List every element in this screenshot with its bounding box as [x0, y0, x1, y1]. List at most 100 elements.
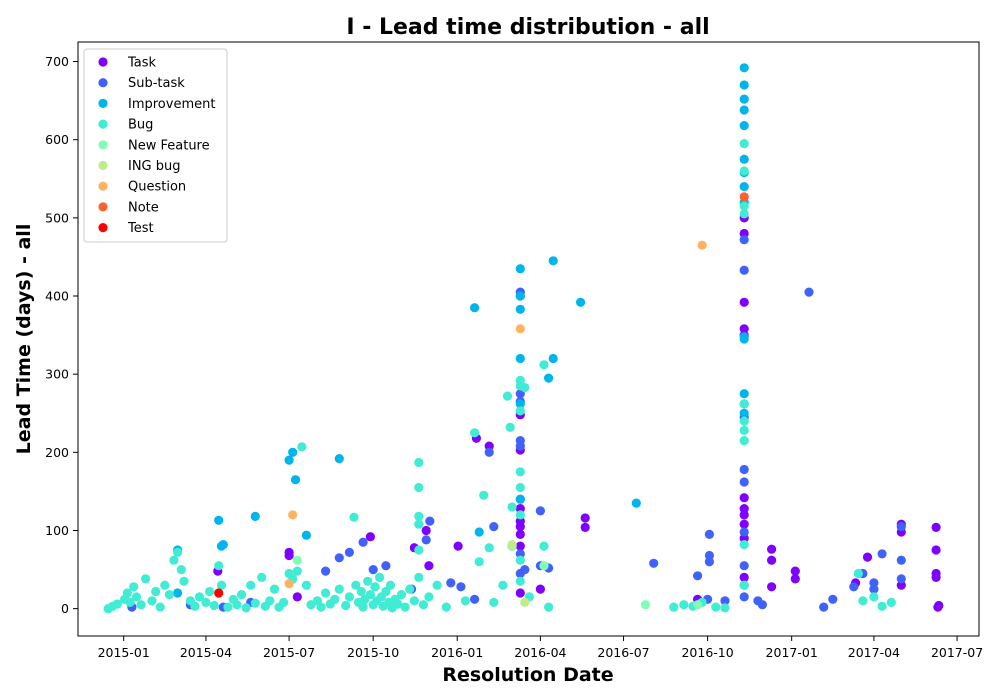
legend-marker-improvement	[98, 98, 108, 108]
point-sub-task-36	[704, 550, 715, 561]
point-bug-73	[393, 599, 403, 609]
point-sub-task-39	[739, 235, 749, 245]
legend-frame	[83, 48, 228, 243]
point-bug-125	[739, 540, 749, 550]
point-sub-task-11	[421, 535, 431, 545]
point-bug-101	[515, 467, 525, 477]
point-bug-58	[358, 602, 368, 612]
legend-marker-note	[98, 202, 108, 212]
point-bug-4	[122, 588, 132, 598]
point-improvement-22	[576, 297, 586, 307]
point-improvement-2	[214, 515, 224, 525]
point-bug-22	[201, 597, 211, 608]
point-sub-task-32	[649, 558, 659, 568]
point-sub-task-48	[739, 592, 749, 602]
point-task-3	[292, 592, 302, 602]
point-improvement-6	[284, 455, 294, 465]
point-bug-97	[507, 502, 517, 512]
point-improvement-23	[631, 498, 641, 508]
point-bug-102	[515, 482, 525, 493]
point-bug-20	[190, 601, 200, 611]
point-bug-96	[505, 422, 515, 432]
point-improvement-13	[515, 264, 525, 274]
point-bug-126	[739, 580, 749, 590]
point-task-45	[931, 545, 941, 555]
legend-marker-task	[98, 57, 108, 67]
point-bug-92	[484, 543, 494, 553]
point-bug-6	[129, 582, 139, 592]
point-bug-37	[269, 584, 280, 594]
point-bug-15	[169, 555, 179, 565]
point-bug-32	[246, 580, 256, 590]
point-bug-27	[223, 602, 233, 612]
point-sub-task-26	[515, 549, 525, 559]
point-bug-103	[515, 510, 525, 520]
point-bug-52	[341, 600, 351, 611]
y-tick-label-3: 300	[45, 367, 69, 382]
point-task-26	[739, 324, 749, 334]
x-tick-label-3: 2015-10	[347, 645, 399, 660]
point-improvement-27	[739, 105, 749, 115]
point-sub-task-33	[693, 571, 703, 581]
y-tick-label-5: 500	[45, 210, 69, 225]
x-tick-label-0: 2015-01	[98, 645, 150, 660]
point-note-0	[739, 192, 749, 202]
point-bug-120	[739, 209, 749, 219]
point-task-30	[739, 510, 749, 520]
point-bug-82	[414, 545, 424, 555]
point-bug-63	[370, 582, 380, 592]
point-improvement-25	[739, 80, 749, 90]
point-test-0	[214, 588, 224, 598]
point-sub-task-40	[739, 265, 749, 275]
point-bug-10	[147, 596, 157, 606]
point-improvement-18	[515, 494, 525, 504]
legend: Task Sub-task Improvement Bug New Feature ING…	[83, 48, 228, 243]
point-new-feature-4	[693, 600, 703, 610]
point-bug-124	[739, 436, 749, 446]
point-task-17	[515, 541, 525, 551]
point-task-32	[739, 533, 749, 543]
point-bug-130	[877, 601, 887, 611]
point-improvement-7	[288, 447, 298, 457]
point-ing-bug-0	[507, 540, 517, 550]
point-bug-88	[460, 596, 470, 606]
point-bug-53	[344, 592, 354, 602]
x-axis-label: Resolution Date	[442, 664, 613, 686]
x-tick-label-7: 2016-10	[681, 645, 733, 660]
point-sub-task-44	[739, 477, 749, 487]
point-sub-task-5	[334, 553, 344, 563]
point-task-40	[862, 552, 873, 562]
point-ing-bug-1	[520, 597, 530, 608]
point-bug-7	[131, 592, 142, 602]
point-improvement-35	[739, 389, 749, 399]
point-sub-task-16	[484, 447, 494, 457]
point-bug-36	[265, 596, 275, 606]
point-bug-76	[405, 584, 415, 594]
point-improvement-11	[470, 303, 480, 313]
point-bug-131	[886, 597, 896, 608]
legend-marker-bug	[98, 119, 108, 129]
point-task-33	[739, 572, 749, 583]
point-improvement-17	[515, 399, 525, 409]
point-bug-70	[385, 580, 396, 590]
legend-label-note: Note	[128, 200, 159, 215]
point-sub-task-57	[869, 584, 879, 594]
point-task-2	[284, 550, 294, 561]
legend-label-ing-bug: ING bug	[128, 159, 181, 174]
point-sub-task-4	[321, 566, 331, 576]
point-bug-121	[739, 399, 749, 409]
y-tick-label-6: 600	[45, 132, 69, 147]
legend-label-question: Question	[128, 180, 186, 195]
point-improvement-34	[739, 334, 749, 344]
point-bug-109	[539, 541, 549, 551]
point-bug-16	[173, 547, 183, 558]
point-new-feature-0	[292, 555, 302, 565]
y-axis-label: Lead Time (days) - all	[13, 224, 35, 455]
point-task-29	[739, 504, 749, 514]
point-task-49	[934, 600, 944, 611]
point-bug-65	[375, 572, 385, 583]
point-sub-task-29	[535, 506, 546, 516]
plot-frame	[77, 41, 980, 637]
point-bug-128	[858, 596, 868, 606]
point-improvement-29	[739, 154, 749, 164]
